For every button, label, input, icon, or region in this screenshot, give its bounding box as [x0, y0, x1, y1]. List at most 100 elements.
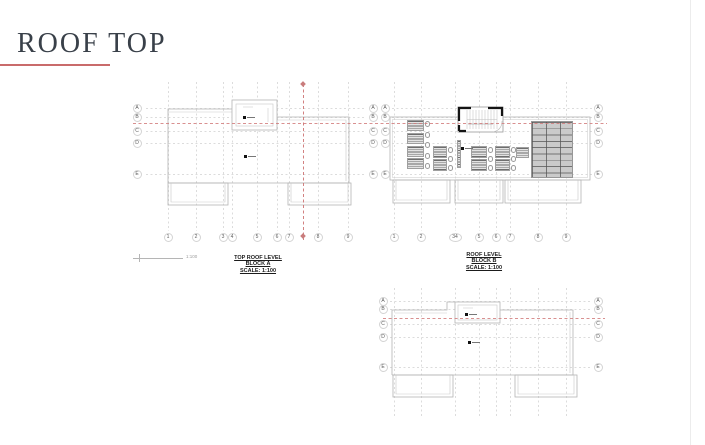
plan-caption-line: BLOCK A — [245, 261, 271, 268]
grid-line-vertical — [288, 82, 290, 231]
grid-row-label: D — [593, 332, 603, 342]
grid-line-vertical — [393, 288, 395, 418]
grid-column-label: 5 — [252, 232, 262, 242]
grid-column-label: 2 — [191, 232, 201, 242]
title-underline-rule — [0, 64, 110, 66]
grid-row-label: B — [593, 304, 603, 314]
datum-reference-line — [383, 317, 605, 319]
grid-line-vertical — [495, 288, 497, 418]
grid-row-label: B — [380, 112, 390, 122]
grid-line-vertical — [509, 288, 511, 418]
equipment-unit — [495, 159, 510, 171]
grid-line-horizontal — [146, 130, 366, 132]
grid-line-vertical — [509, 82, 511, 231]
grid-column-label: 8 — [533, 232, 543, 242]
plan-a-outline — [167, 99, 352, 206]
grid-row-label: B — [132, 112, 142, 122]
equipment-unit — [433, 159, 447, 171]
grid-column-label: 7 — [505, 232, 515, 242]
grid-line-vertical — [478, 288, 480, 418]
grid-row-label: C — [368, 126, 378, 136]
grid-line-vertical — [256, 82, 258, 231]
grid-row-label: E — [380, 169, 390, 179]
page-title: ROOF TOP — [17, 28, 167, 59]
grid-row-label: D — [368, 138, 378, 148]
stairwell — [457, 106, 504, 133]
equipment-unit — [407, 158, 424, 169]
grid-column-label: 3 — [218, 232, 228, 242]
grid-line-horizontal — [146, 142, 366, 144]
plan-caption-line: SCALE: 1:100 — [239, 267, 277, 274]
grid-row-label: E — [368, 169, 378, 179]
equipment-unit — [457, 140, 461, 168]
slide-divider — [690, 0, 691, 445]
plan-caption: TOP ROOF LEVEL BLOCK A SCALE: 1:100 — [213, 255, 303, 274]
spot-level-marker — [243, 115, 256, 119]
scale-bar: 1:100 — [133, 253, 197, 262]
datum-reference-line — [133, 122, 607, 124]
equipment-caps — [488, 147, 494, 171]
grid-column-label: 6 — [491, 232, 501, 242]
grid-row-label: C — [380, 126, 390, 136]
grid-column-label: 8 — [313, 232, 323, 242]
grid-column-label: 6 — [272, 232, 282, 242]
grid-column-label: 34 — [448, 232, 462, 242]
grid-line-horizontal — [392, 142, 592, 144]
equipment-caps — [448, 147, 454, 171]
equipment-unit — [433, 146, 447, 158]
equipment-unit — [471, 159, 487, 171]
grid-row-label: E — [132, 169, 142, 179]
grid-line-vertical — [317, 82, 319, 231]
equipment-unit — [407, 146, 424, 157]
grid-row-label: D — [378, 332, 388, 342]
grid-line-vertical — [231, 82, 233, 231]
grid-row-label: C — [132, 126, 142, 136]
grid-line-horizontal — [390, 300, 592, 302]
grid-line-vertical — [222, 82, 224, 231]
grid-line-vertical — [454, 288, 456, 418]
spot-level-marker — [244, 154, 257, 158]
scale-bar-label: 1:100 — [186, 254, 198, 259]
grid-column-label: 9 — [343, 232, 353, 242]
grid-row-label: D — [132, 138, 142, 148]
spot-level-marker — [465, 312, 478, 316]
grid-line-vertical — [195, 82, 197, 231]
grid-row-label: E — [593, 362, 603, 372]
grid-line-vertical — [565, 288, 567, 418]
grid-row-label: C — [593, 319, 603, 329]
equipment-unit — [516, 147, 529, 158]
plan-caption-line: BLOCK B — [471, 258, 497, 265]
grid-row-label: E — [593, 169, 603, 179]
grid-row-label: B — [378, 304, 388, 314]
grid-line-horizontal — [146, 173, 366, 175]
grid-column-label: 7 — [284, 232, 294, 242]
grid-row-label: A — [380, 103, 390, 113]
equipment-caps — [511, 147, 517, 171]
plan-caption-line: TOP ROOF LEVEL — [234, 255, 282, 261]
grid-line-vertical — [347, 82, 349, 231]
grid-row-label: B — [593, 112, 603, 122]
solar-panel-array — [531, 121, 573, 178]
grid-line-vertical — [393, 82, 395, 231]
plan-caption-line: ROOF LEVEL — [466, 252, 502, 258]
equipment-unit — [407, 133, 424, 144]
grid-line-vertical — [420, 288, 422, 418]
spot-level-marker — [468, 340, 481, 344]
equipment-unit — [495, 146, 510, 158]
grid-row-label: A — [593, 103, 603, 113]
grid-row-label: B — [368, 112, 378, 122]
grid-column-label: 1 — [163, 232, 173, 242]
plan-caption-line: SCALE: 1:100 — [465, 264, 503, 271]
grid-column-label: 9 — [561, 232, 571, 242]
grid-line-horizontal — [390, 336, 592, 338]
grid-row-label: E — [378, 362, 388, 372]
equipment-caps — [425, 121, 431, 169]
grid-line-vertical — [454, 82, 456, 231]
equipment-unit — [407, 120, 424, 131]
spot-level-marker — [461, 146, 474, 150]
grid-row-label: A — [368, 103, 378, 113]
grid-line-vertical — [276, 82, 278, 231]
grid-line-horizontal — [390, 366, 592, 368]
